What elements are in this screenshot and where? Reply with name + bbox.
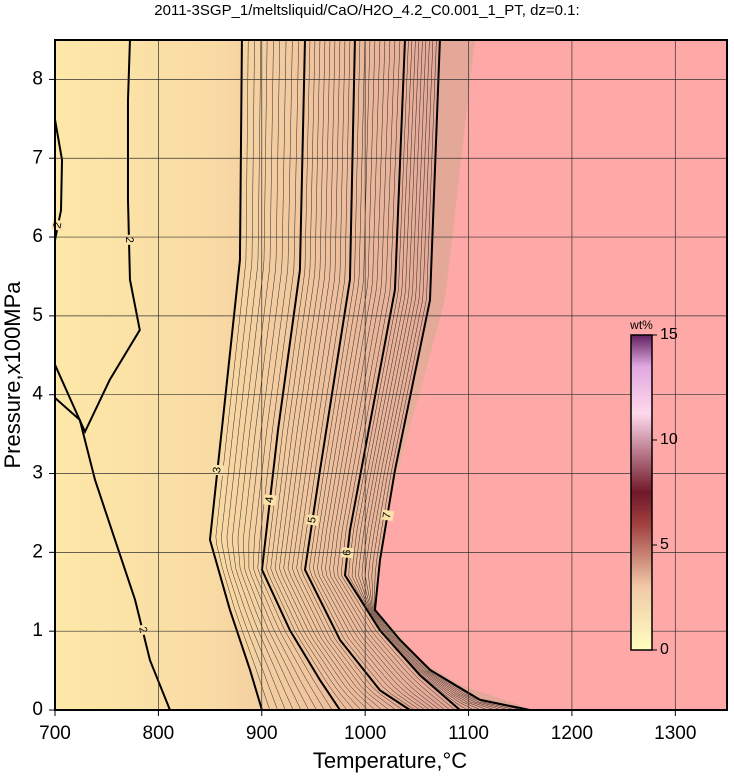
colorbar-tick-label: 0 (660, 641, 669, 658)
minor-contour (287, 39, 383, 711)
contour-line (303, 39, 411, 711)
minor-contour (248, 39, 317, 711)
minor-contour (333, 39, 446, 711)
minor-contour (355, 39, 482, 711)
contour-line (343, 39, 461, 711)
colorbar-tick-label: 5 (660, 536, 669, 553)
minor-contour (296, 39, 397, 711)
contour-label: 3 (211, 466, 224, 473)
x-axis-label: Temperature,°C (313, 748, 467, 773)
contour-line (54, 39, 141, 435)
minor-contour (373, 39, 524, 711)
contour-label: 2 (51, 221, 64, 229)
contour-label-bg (340, 547, 354, 559)
minor-contour (221, 39, 278, 711)
minor-contour (348, 39, 468, 711)
minor-contour (283, 39, 376, 711)
minor-contour (279, 39, 369, 711)
x-tick-label: 1100 (448, 723, 489, 744)
minor-contour (329, 39, 441, 711)
contour-label: 2 (136, 626, 149, 635)
x-tick-label: 1200 (551, 723, 593, 744)
y-tick-label: 0 (32, 699, 43, 720)
y-tick-label: 5 (32, 305, 43, 326)
x-tick-label: 900 (246, 723, 278, 744)
minor-contour (300, 39, 404, 711)
colorbar-tick-label: 15 (660, 326, 678, 343)
y-tick-label: 3 (32, 463, 43, 484)
minor-contour (364, 39, 503, 711)
colorbar (630, 334, 653, 651)
contour-label-bg (305, 514, 320, 526)
minor-contour (358, 39, 489, 711)
y-tick-label: 6 (32, 226, 43, 247)
minor-contour (232, 39, 294, 711)
y-axis-label: Pressure,x100MPa (0, 281, 25, 469)
contour-label: 5 (306, 516, 319, 524)
minor-contour (309, 39, 416, 711)
minor-contour (361, 39, 496, 711)
minor-contour (292, 39, 390, 711)
colorbar-label: wt% (629, 318, 653, 332)
x-tick-label: 1000 (344, 723, 386, 744)
y-tick-label: 2 (32, 541, 43, 562)
y-tick-label: 8 (32, 68, 43, 89)
contour-line (208, 39, 263, 711)
contour-label-bg (210, 464, 224, 476)
minor-contour (371, 39, 517, 711)
x-tick-label: 800 (143, 723, 175, 744)
contour-label-bg (135, 623, 150, 637)
minor-contour (274, 39, 362, 711)
minor-contour (243, 39, 309, 711)
minor-contour (368, 39, 510, 711)
y-tick-label: 7 (32, 147, 43, 168)
minor-contour (257, 39, 333, 711)
contour-line (373, 39, 531, 711)
contour-label: 2 (123, 237, 135, 243)
minor-contour (226, 39, 286, 711)
x-tick-label: 700 (39, 723, 71, 744)
minor-contour (313, 39, 421, 711)
minor-contour (341, 39, 456, 711)
minor-contour (266, 39, 348, 711)
chart-title: 2011-3SGP_1/meltsliquid/CaO/H2O_4.2_C0.0… (154, 2, 579, 19)
contour-line (54, 397, 171, 711)
minor-contour (321, 39, 431, 711)
plot-frame (54, 39, 728, 711)
contour-label: 7 (381, 511, 394, 519)
contour-label: 4 (264, 496, 277, 503)
contour-label-bg (263, 494, 277, 506)
colorbar-tick-label: 10 (660, 431, 678, 448)
minor-contour (253, 39, 325, 711)
y-tick-label: 1 (32, 620, 43, 641)
minor-contour (215, 39, 271, 711)
contour-label-bg (380, 509, 395, 522)
minor-contour (317, 39, 426, 711)
minor-contour (351, 39, 475, 711)
minor-contour (337, 39, 451, 711)
minor-contour (270, 39, 355, 711)
minor-contour (237, 39, 302, 711)
minor-contour (325, 39, 436, 711)
contour-label: 6 (341, 549, 354, 556)
y-tick-label: 4 (32, 384, 43, 405)
x-tick-label: 1300 (654, 723, 696, 744)
